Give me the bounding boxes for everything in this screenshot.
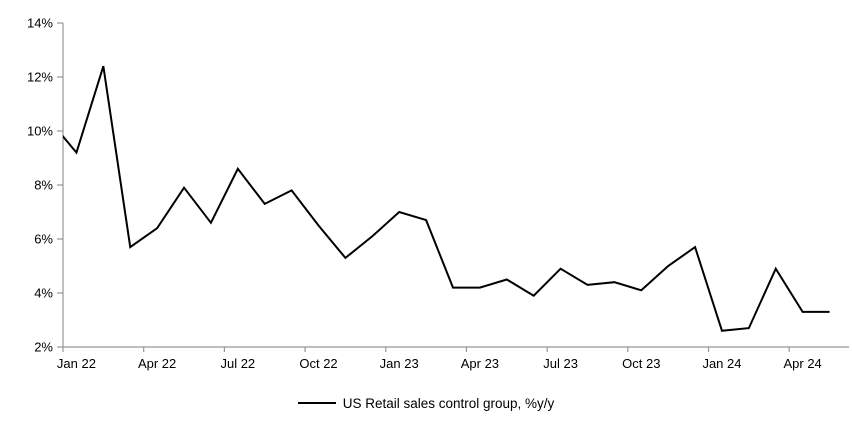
x-tick-label: Oct 23 <box>622 356 660 371</box>
y-tick-label: 12% <box>27 70 53 85</box>
x-tick-label: Jan 24 <box>702 356 741 371</box>
y-tick-label: 4% <box>34 286 53 301</box>
legend-line-icon <box>297 402 336 404</box>
x-tick-label: Oct 22 <box>299 356 337 371</box>
chart-legend: US Retail sales control group, %y/y <box>0 393 852 413</box>
series-line <box>63 65 830 332</box>
legend-label: US Retail sales control group, %y/y <box>342 395 555 411</box>
x-tick-label: Jul 23 <box>543 356 578 371</box>
x-tick-label: Jan 23 <box>380 356 419 371</box>
x-tick-label: Apr 22 <box>138 356 176 371</box>
x-tick-label: Jul 22 <box>220 356 255 371</box>
x-tick-label: Apr 23 <box>461 356 499 371</box>
y-tick-label: 8% <box>34 178 53 193</box>
y-tick-label: 2% <box>34 340 53 355</box>
y-tick-label: 14% <box>27 16 53 31</box>
x-tick-label: Jan 22 <box>57 356 96 371</box>
x-tick-label: Apr 24 <box>783 356 821 371</box>
y-tick-label: 10% <box>27 124 53 139</box>
y-tick-label: 6% <box>34 232 53 247</box>
